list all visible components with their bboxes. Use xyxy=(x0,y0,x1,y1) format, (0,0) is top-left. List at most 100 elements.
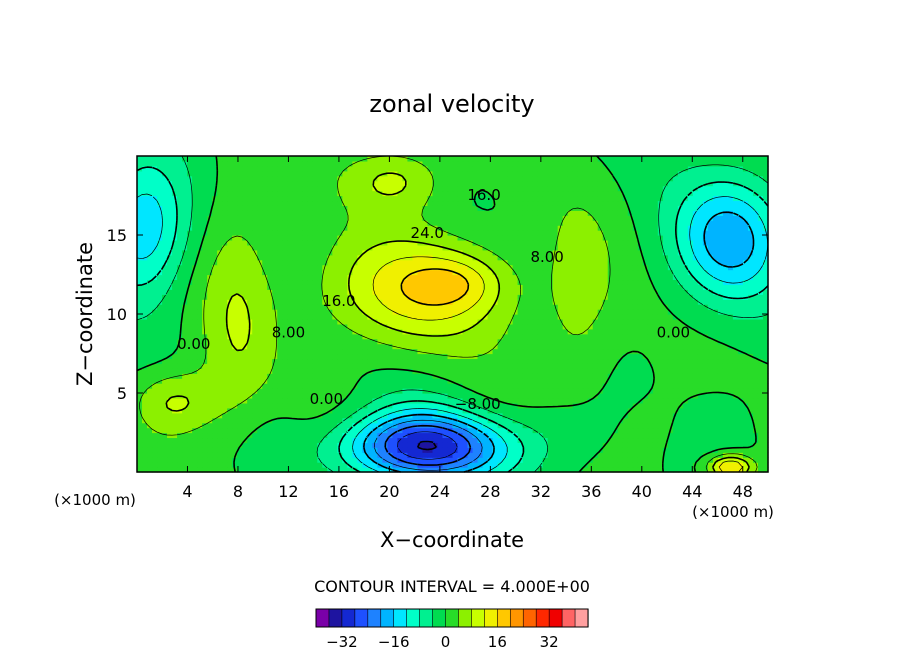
field-cell xyxy=(202,289,208,295)
field-cell xyxy=(457,368,464,374)
field-cell xyxy=(537,373,544,379)
field-cell xyxy=(242,373,248,379)
field-cell xyxy=(137,378,143,384)
field-cell xyxy=(562,393,569,399)
field-cell xyxy=(602,338,609,345)
field-cell xyxy=(607,284,614,290)
field-cell xyxy=(557,338,564,345)
field-cell xyxy=(627,363,634,369)
field-cell xyxy=(302,462,308,468)
field-cell xyxy=(522,417,529,424)
field-cell xyxy=(407,348,414,355)
field-cell xyxy=(277,318,283,325)
field-cell xyxy=(732,353,739,360)
field-cell xyxy=(157,452,163,458)
field-cell xyxy=(242,422,248,429)
field-cell xyxy=(307,383,313,389)
field-cell xyxy=(507,437,514,443)
field-cell xyxy=(377,388,383,394)
field-cell xyxy=(687,373,694,379)
field-cell xyxy=(332,467,338,473)
field-cell xyxy=(212,407,218,414)
field-cell xyxy=(722,304,729,310)
field-cell xyxy=(707,299,714,305)
field-cell xyxy=(442,393,449,399)
field-cell xyxy=(312,397,318,404)
field-cell xyxy=(277,358,283,364)
field-cell xyxy=(492,378,499,384)
field-cell xyxy=(697,304,704,310)
field-cell xyxy=(422,338,429,345)
field-cell xyxy=(747,343,754,350)
field-cell xyxy=(422,353,429,360)
field-cell xyxy=(637,393,644,399)
field-cell xyxy=(722,412,729,419)
field-cell xyxy=(582,393,589,399)
field-cell xyxy=(622,442,629,448)
field-cell xyxy=(192,333,198,340)
field-cell xyxy=(557,373,564,379)
field-cell xyxy=(662,462,669,468)
field-cell xyxy=(417,393,424,399)
field-cell xyxy=(747,393,754,399)
field-cell xyxy=(192,368,198,374)
field-cell xyxy=(447,383,454,389)
field-cell xyxy=(427,373,434,379)
field-cell xyxy=(267,467,273,473)
field-cell xyxy=(512,417,519,424)
field-cell xyxy=(507,348,514,355)
field-cell xyxy=(672,363,679,369)
field-cell xyxy=(397,432,404,439)
field-cell xyxy=(252,467,258,473)
field-cell xyxy=(142,402,148,409)
field-cell xyxy=(552,289,559,295)
field-cell xyxy=(362,393,368,399)
field-cell xyxy=(552,383,559,389)
field-cell xyxy=(577,328,584,335)
field-cell xyxy=(267,402,273,409)
field-cell xyxy=(467,323,474,330)
field-cell xyxy=(252,358,258,364)
field-cell xyxy=(657,289,664,295)
field-cell xyxy=(252,304,258,310)
field-cell xyxy=(387,338,394,345)
field-cell xyxy=(387,343,394,350)
field-cell xyxy=(457,427,464,434)
field-cell xyxy=(762,383,769,389)
field-cell xyxy=(577,397,584,404)
field-cell xyxy=(277,363,283,369)
field-cell xyxy=(362,467,368,473)
field-cell xyxy=(352,314,358,320)
field-cell xyxy=(197,412,203,419)
field-cell xyxy=(277,467,283,473)
field-cell xyxy=(382,309,388,315)
field-cell xyxy=(157,457,163,463)
field-cell xyxy=(717,323,724,330)
field-cell xyxy=(487,294,494,300)
field-cell xyxy=(407,432,414,439)
field-cell xyxy=(242,407,248,414)
field-cell xyxy=(257,323,263,330)
field-cell xyxy=(682,378,689,384)
field-cell xyxy=(642,294,649,300)
field-cell xyxy=(567,378,574,384)
field-cell xyxy=(232,427,238,434)
field-cell xyxy=(237,358,243,364)
field-cell xyxy=(352,397,358,404)
field-cell xyxy=(572,323,579,330)
field-cell xyxy=(162,318,168,325)
field-cell xyxy=(472,388,479,394)
field-cell xyxy=(717,427,724,434)
field-cell xyxy=(542,457,549,463)
field-cell xyxy=(202,407,208,414)
field-cell xyxy=(247,284,253,290)
field-cell xyxy=(667,284,674,290)
field-cell xyxy=(212,442,218,448)
field-cell xyxy=(147,289,153,295)
field-cell xyxy=(727,333,734,340)
field-cell xyxy=(482,402,489,409)
field-cell xyxy=(652,358,659,364)
field-cell xyxy=(327,412,333,419)
field-cell xyxy=(487,343,494,350)
field-cell xyxy=(412,442,419,448)
